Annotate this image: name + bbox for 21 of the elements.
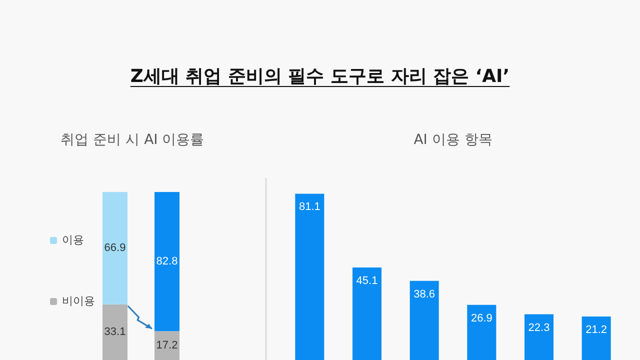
bar <box>295 194 324 360</box>
data-label: 81.1 <box>298 201 320 214</box>
bar <box>524 314 554 360</box>
data-label: 21.2 <box>586 324 608 336</box>
data-label: 17.2 <box>156 340 178 352</box>
bar <box>352 268 382 360</box>
data-label: 33.1 <box>104 326 126 338</box>
bar <box>467 304 496 360</box>
chart-title: AI 이용 항목 <box>412 131 494 149</box>
data-label: 45.1 <box>356 275 378 288</box>
legend-label: 비이용 <box>62 296 95 308</box>
text: Z세대 취업 준비의 필수 도구로 자리 잡은 ‘AI’ <box>130 66 510 87</box>
chart-subtitle: 취업 준비 시 AI 이용률 <box>60 131 206 149</box>
data-label: 26.9 <box>470 312 492 324</box>
bar <box>410 280 439 360</box>
data-label: 22.3 <box>528 322 550 334</box>
data-label: 38.6 <box>414 288 436 300</box>
data-label: 66.9 <box>104 242 126 254</box>
data-label: 82.8 <box>156 256 178 268</box>
bar <box>582 316 611 360</box>
legend-label: 이용 <box>62 234 84 246</box>
